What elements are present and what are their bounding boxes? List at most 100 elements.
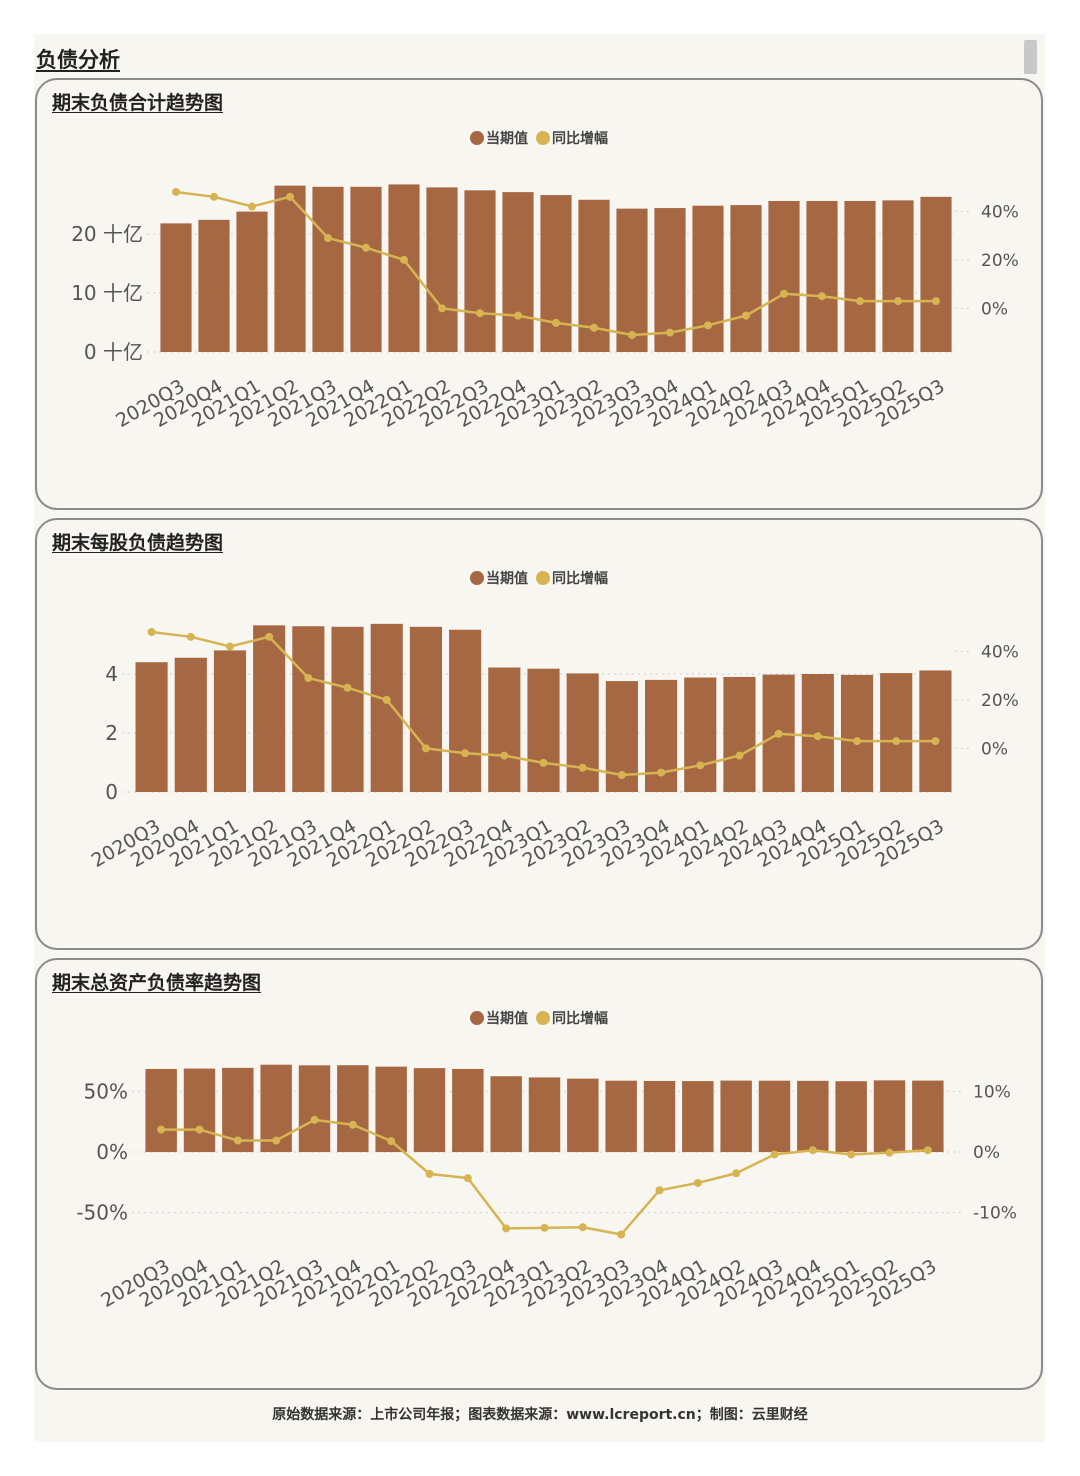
yoy-point-2022Q2: [425, 1169, 434, 1178]
bar-2021Q3: [298, 1065, 331, 1153]
yoy-point-2024Q2: [732, 1169, 741, 1178]
section-title: 负债分析: [36, 48, 120, 72]
legend-current-label: 当期值: [486, 1011, 528, 1027]
yoy-point-2021Q1: [225, 642, 234, 651]
yoy-point-2023Q1: [540, 1223, 549, 1232]
right-tick-label: 40%: [981, 202, 1019, 222]
legend-current[interactable]: 当期值: [470, 1008, 528, 1028]
bar-2024Q2: [730, 205, 762, 352]
yoy-point-2024Q3: [770, 1150, 779, 1159]
bar-2024Q3: [758, 1080, 791, 1153]
right-tick-label: 0%: [981, 299, 1008, 319]
bar-2025Q1: [840, 674, 874, 792]
bar-2022Q1: [388, 184, 420, 352]
yoy-point-2023Q1: [552, 318, 560, 327]
legend-yoy[interactable]: 同比增幅: [536, 568, 608, 588]
legend-yoy-label: 同比增幅: [552, 1011, 608, 1027]
yoy-point-2024Q4: [818, 292, 826, 301]
yoy-point-2023Q3: [628, 331, 636, 340]
right-tick-label: 0%: [981, 739, 1008, 759]
yoy-point-2025Q3: [931, 737, 940, 746]
bar-2021Q3: [312, 186, 344, 352]
bar-2022Q2: [413, 1068, 446, 1153]
bar-2025Q2: [873, 1080, 906, 1153]
yoy-point-2025Q3: [923, 1146, 932, 1155]
yoy-point-2022Q2: [421, 744, 430, 753]
right-tick-label: -10%: [973, 1204, 1017, 1224]
bar-2021Q1: [213, 650, 247, 792]
bar-2020Q3: [135, 662, 168, 792]
bar-2025Q2: [880, 673, 913, 792]
scrollbar-thumb[interactable]: [1024, 40, 1037, 74]
liabilities-per-share-card: 期末每股负债趋势图 当期值 同比增幅 0 2 4 0% 20% 40% 2020Q3 2020…: [35, 518, 1043, 950]
legend-current[interactable]: 当期值: [470, 128, 528, 148]
yoy-point-2025Q3: [932, 297, 940, 306]
yoy-point-2022Q1: [400, 255, 408, 264]
left-tick-label: 20 十亿: [71, 222, 143, 246]
bar-2022Q4: [490, 1076, 522, 1153]
yoy-point-2022Q4: [514, 311, 522, 320]
yoy-point-2021Q2: [265, 632, 274, 641]
bar-2022Q3: [464, 190, 496, 352]
legend-yoy-label: 同比增幅: [552, 571, 608, 587]
yoy-point-2021Q3: [304, 674, 313, 683]
left-tick-label: 4: [105, 662, 118, 686]
yoy-point-2023Q2: [590, 323, 598, 332]
bar-2024Q2: [723, 676, 756, 792]
bar-2022Q4: [488, 667, 521, 792]
bar-2022Q2: [426, 187, 458, 352]
yoy-point-2020Q4: [195, 1125, 204, 1134]
bar-2024Q2: [720, 1080, 752, 1153]
left-tick-label: 10 十亿: [71, 281, 143, 305]
yoy-point-2023Q3: [617, 771, 626, 780]
bar-2024Q1: [682, 1081, 714, 1153]
left-tick-label: 0%: [96, 1140, 128, 1164]
yoy-point-2023Q2: [578, 763, 587, 772]
legend-yoy-swatch: [536, 1011, 550, 1025]
yoy-point-2025Q1: [847, 1150, 856, 1159]
legend-yoy[interactable]: 同比增幅: [536, 1008, 608, 1028]
left-tick-label: 50%: [84, 1079, 128, 1103]
chart-legend: 当期值 同比增幅: [37, 128, 1041, 148]
yoy-point-2020Q3: [172, 187, 180, 196]
bar-2025Q3: [919, 670, 952, 792]
yoy-point-2022Q1: [387, 1137, 396, 1146]
yoy-point-2022Q2: [438, 304, 446, 313]
bar-2023Q4: [643, 1080, 676, 1153]
legend-yoy[interactable]: 同比增幅: [536, 128, 608, 148]
yoy-point-2024Q4: [813, 732, 822, 741]
legend-current-swatch: [470, 131, 484, 145]
yoy-point-2024Q1: [704, 321, 712, 330]
yoy-point-2020Q4: [186, 632, 195, 641]
legend-yoy-swatch: [536, 131, 550, 145]
bar-2020Q3: [160, 223, 192, 352]
yoy-point-2024Q1: [693, 1178, 702, 1187]
liabilities-per-share-chart: 0240%20%40%2020Q32020Q42021Q12021Q22021Q…: [88, 623, 1019, 872]
bar-2024Q3: [768, 200, 800, 352]
yoy-point-2023Q3: [617, 1230, 626, 1239]
yoy-point-2023Q4: [666, 328, 674, 337]
bar-2023Q3: [605, 1080, 637, 1153]
bar-2023Q1: [527, 668, 560, 792]
yoy-point-2020Q4: [210, 192, 218, 201]
bar-2021Q4: [350, 186, 382, 352]
chart-legend: 当期值 同比增幅: [37, 568, 1041, 588]
yoy-point-2023Q4: [657, 768, 666, 777]
bar-2020Q4: [174, 657, 207, 792]
right-tick-label: 40%: [981, 642, 1019, 662]
bar-2024Q4: [806, 200, 838, 352]
yoy-point-2021Q1: [233, 1136, 242, 1145]
right-tick-label: 20%: [981, 251, 1019, 271]
bar-2020Q4: [198, 219, 230, 352]
bar-2022Q4: [502, 192, 534, 352]
bar-2025Q3: [912, 1080, 944, 1153]
legend-current[interactable]: 当期值: [470, 568, 528, 588]
bar-2023Q1: [540, 195, 572, 352]
chart-title: 期末负债合计趋势图: [52, 92, 224, 114]
bar-2024Q1: [692, 205, 724, 352]
yoy-point-2023Q2: [578, 1223, 587, 1232]
yoy-point-2025Q2: [885, 1148, 894, 1157]
yoy-point-2025Q1: [853, 737, 862, 746]
bar-2021Q1: [236, 211, 268, 352]
